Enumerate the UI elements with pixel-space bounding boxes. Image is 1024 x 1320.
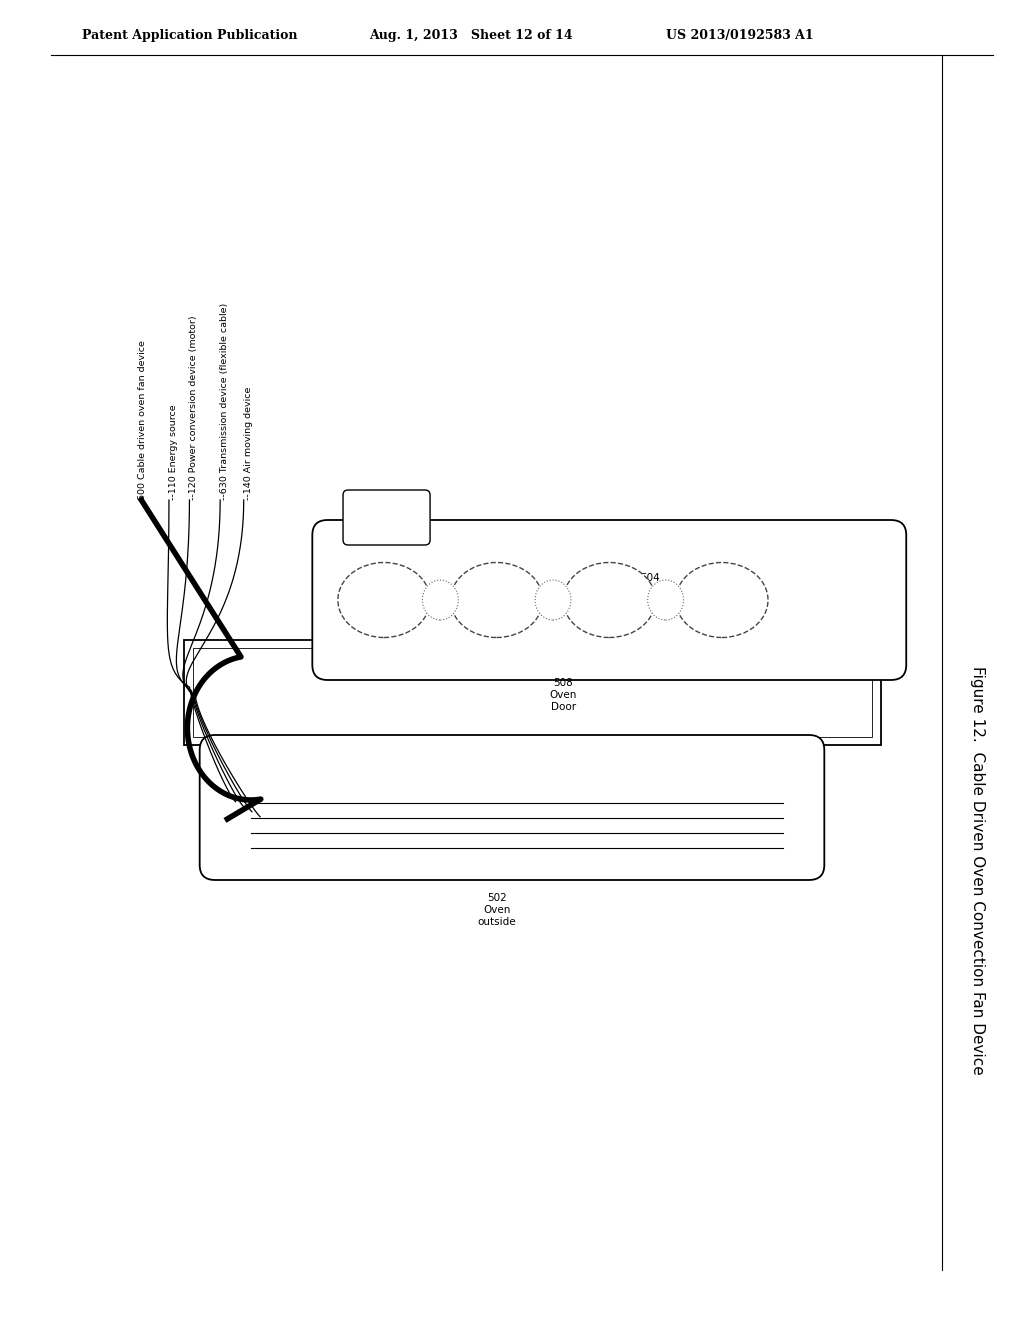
Text: --110 Energy source: --110 Energy source — [169, 404, 178, 500]
Text: 502
Oven
outside: 502 Oven outside — [477, 894, 516, 927]
Text: 600 Cable driven oven fan device: 600 Cable driven oven fan device — [138, 341, 147, 500]
Ellipse shape — [563, 562, 655, 638]
FancyBboxPatch shape — [312, 520, 906, 680]
Bar — [184, 640, 881, 744]
Ellipse shape — [676, 562, 768, 638]
Text: 504
Oven
inside: 504 Oven inside — [635, 573, 666, 607]
Text: --120 Power conversion device (motor): --120 Power conversion device (motor) — [189, 315, 199, 500]
Ellipse shape — [338, 562, 430, 638]
Ellipse shape — [422, 579, 459, 620]
FancyBboxPatch shape — [343, 490, 430, 545]
Bar — [193, 648, 872, 737]
Text: --630 Transmission device (flexible cable): --630 Transmission device (flexible cabl… — [220, 302, 229, 500]
Text: Patent Application Publication: Patent Application Publication — [82, 29, 297, 41]
Ellipse shape — [451, 562, 543, 638]
Ellipse shape — [648, 579, 684, 620]
Ellipse shape — [536, 579, 571, 620]
Text: --140 Air moving device: --140 Air moving device — [244, 387, 253, 500]
Text: 508
Oven
Door: 508 Oven Door — [550, 678, 577, 711]
FancyBboxPatch shape — [200, 735, 824, 880]
Text: Figure 12.  Cable Driven Oven Convection Fan Device: Figure 12. Cable Driven Oven Convection … — [971, 665, 985, 1074]
Text: Aug. 1, 2013   Sheet 12 of 14: Aug. 1, 2013 Sheet 12 of 14 — [369, 29, 572, 41]
Text: US 2013/0192583 A1: US 2013/0192583 A1 — [666, 29, 813, 41]
